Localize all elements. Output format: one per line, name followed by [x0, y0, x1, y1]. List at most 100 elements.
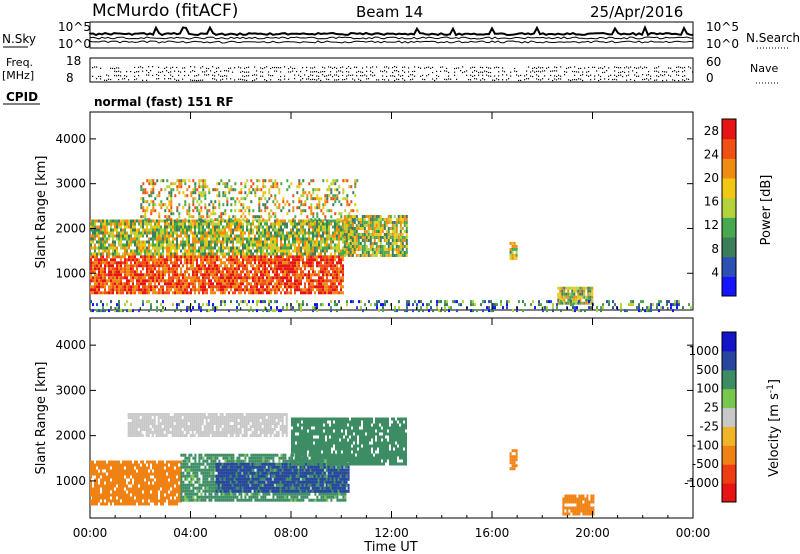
echo-cell: [102, 282, 104, 286]
echo-cell: [328, 291, 330, 295]
echo-cell: [278, 282, 280, 286]
echo-cell: [120, 309, 122, 313]
echo-cell: [158, 258, 160, 262]
echo-cell: [190, 258, 192, 262]
freq-mark: [446, 67, 448, 69]
echo-cell: [168, 285, 170, 289]
echo-cell: [356, 209, 359, 213]
echo-cell: [587, 289, 590, 293]
echo-cell: [330, 219, 332, 223]
echo-cell: [130, 261, 132, 265]
echo-cell: [126, 240, 128, 244]
echo-cell: [156, 285, 158, 289]
echo-cell: [328, 303, 330, 307]
echo-cell: [146, 285, 148, 289]
noise-trace: [89, 36, 694, 40]
echo-cell: [144, 249, 146, 253]
echo-cell: [218, 246, 220, 250]
echo-cell: [350, 300, 352, 304]
echo-cell: [276, 252, 278, 256]
echo-cell: [90, 243, 92, 247]
echo-cell: [198, 306, 200, 310]
echo-cell: [90, 219, 92, 223]
echo-cell: [240, 203, 243, 207]
echo-cell: [158, 191, 161, 195]
freq-mark: [372, 66, 374, 68]
echo-cell: [266, 234, 268, 238]
echo-cell: [116, 255, 118, 259]
echo-cell: [298, 237, 300, 241]
echo-cell: [188, 246, 190, 250]
echo-cell: [234, 237, 236, 241]
echo-cell: [166, 179, 169, 183]
echo-cell: [146, 240, 148, 244]
echo-cell: [198, 264, 200, 268]
freq-mark: [196, 79, 198, 82]
echo-cell: [403, 251, 406, 254]
echo-cell: [567, 286, 570, 290]
echo-cell: [393, 215, 396, 218]
echo-cell: [284, 261, 286, 265]
echo-cell: [355, 224, 358, 227]
freq-mark: [636, 75, 638, 77]
echo-cell: [254, 282, 256, 286]
echo-cell: [240, 261, 242, 265]
echo-cell: [375, 227, 378, 230]
echo-cell: [124, 258, 126, 262]
echo-cell: [178, 282, 180, 286]
echo-cell: [104, 264, 106, 268]
echo-cell: [369, 221, 372, 224]
echo-cell: [589, 298, 592, 302]
echo-cell: [324, 228, 326, 232]
echo-cell: [188, 212, 191, 216]
echo-cell: [318, 246, 320, 250]
echo-cell: [371, 227, 374, 230]
echo-cell: [389, 254, 392, 257]
echo-cell: [357, 239, 360, 242]
echo-cell: [264, 306, 266, 310]
echo-cell: [98, 309, 100, 313]
echo-cell: [511, 256, 514, 260]
echo-cell: [342, 246, 344, 250]
echo-cell: [330, 188, 333, 192]
echo-cell: [130, 249, 132, 253]
echo-cell: [116, 252, 118, 256]
echo-cell: [355, 242, 358, 245]
echo-cell: [210, 258, 212, 262]
echo-cell: [298, 267, 300, 271]
freq-mark: [184, 67, 186, 69]
echo-cell: [240, 182, 243, 186]
freq-mark: [462, 71, 464, 74]
echo-cell: [276, 237, 278, 241]
echo-cell: [274, 282, 276, 286]
echo-cell: [116, 276, 118, 280]
echo-cell: [310, 279, 312, 283]
echo-cell: [172, 282, 174, 286]
echo-cell: [567, 292, 570, 296]
echo-cell: [284, 267, 286, 271]
freq-mark: [340, 70, 342, 72]
echo-cell: [200, 258, 202, 262]
echo-cell: [176, 249, 178, 253]
echo-cell: [136, 240, 138, 244]
freq-mark: [614, 74, 616, 76]
echo-cell: [600, 306, 602, 310]
echo-cell: [304, 285, 306, 289]
echo-cell: [104, 234, 106, 238]
echo-cell: [278, 273, 280, 277]
echo-cell: [186, 209, 189, 213]
echo-cell: [588, 306, 590, 310]
echo-cell: [306, 255, 308, 259]
echo-cell: [286, 255, 288, 259]
echo-cell: [379, 239, 382, 242]
echo-cell: [359, 227, 362, 230]
freq-mark: [580, 78, 582, 80]
echo-cell: [112, 231, 114, 235]
echo-cell: [154, 234, 156, 238]
echo-cell: [214, 285, 216, 289]
echo-cell: [381, 254, 384, 257]
echo-cell: [310, 285, 312, 289]
echo-cell: [559, 301, 562, 305]
echo-cell: [387, 251, 390, 254]
echo-cell: [280, 237, 282, 241]
